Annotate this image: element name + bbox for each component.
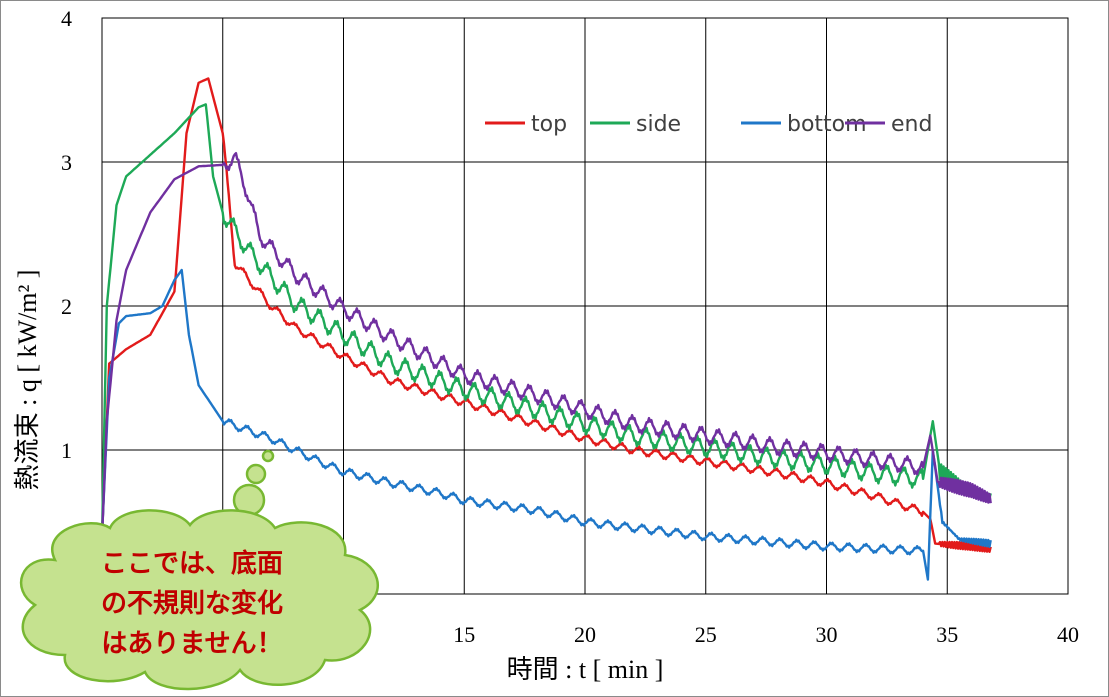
series-layer	[100, 77, 992, 581]
series-line-top	[100, 77, 992, 553]
cloud-shape	[19, 509, 379, 691]
x-tick-label: 30	[816, 622, 838, 647]
x-tick-label: 35	[936, 622, 958, 647]
series-line-end	[100, 152, 992, 537]
y-tick-label: 2	[61, 294, 72, 319]
series-line-bottom	[100, 268, 992, 581]
x-tick-label: 15	[453, 622, 475, 647]
y-tick-label: 1	[61, 438, 72, 463]
x-tick-label: 20	[574, 622, 596, 647]
series-line-side	[100, 103, 992, 537]
x-tick-label: 40	[1057, 622, 1079, 647]
legend-label-side: side	[636, 112, 681, 137]
callout-line-2: の不規則な変化	[101, 588, 283, 619]
y-tick-label: 4	[61, 6, 72, 31]
legend-label-end: end	[891, 112, 932, 137]
x-axis-title: 時間 : t [ min ]	[507, 655, 664, 684]
callout-line-3: はありません！	[101, 629, 282, 659]
legend-label-top: top	[531, 112, 567, 137]
callout-cloud: ここでは、底面 の不規則な変化 はありません！	[19, 449, 379, 691]
x-tick-label: 25	[695, 622, 717, 647]
y-axis-title: 熱流束 : q [ kW/m² ]	[13, 270, 42, 491]
y-tick-label: 3	[61, 150, 72, 175]
thought-bubble-medium	[245, 463, 267, 485]
thought-bubble-small	[261, 449, 275, 463]
callout-line-1: ここでは、底面	[101, 548, 283, 579]
legend: top side bottom end	[485, 112, 932, 137]
